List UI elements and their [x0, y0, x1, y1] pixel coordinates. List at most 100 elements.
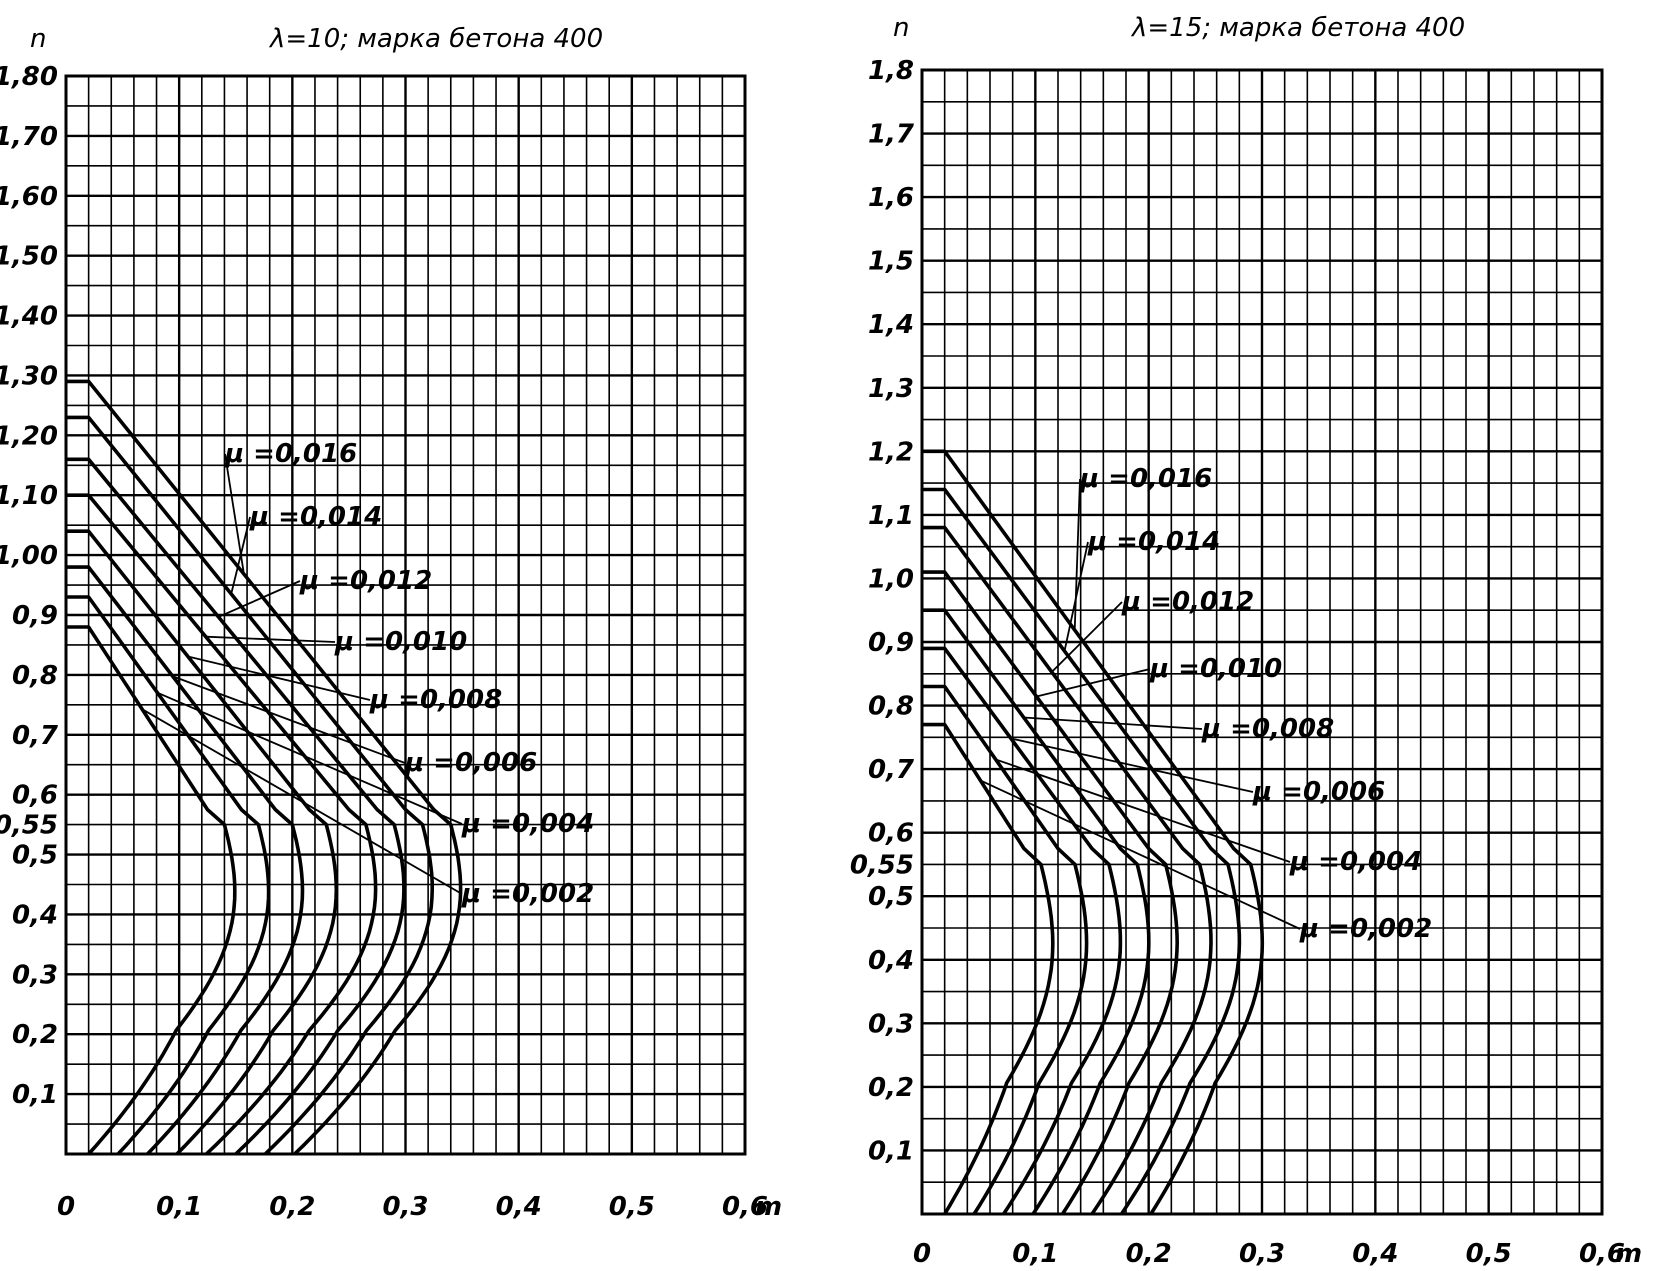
series-line: [922, 449, 1265, 1215]
y-tick-label: 0,6: [868, 819, 914, 849]
series-label: μ =0,014: [249, 502, 382, 532]
series-line: [922, 608, 1151, 1215]
series-label: μ =0,006: [404, 748, 537, 778]
y-tick-label: 0,4: [868, 946, 914, 976]
x-tick-label: 0,5: [609, 1192, 655, 1222]
series-label-leader: [218, 580, 301, 618]
x-tick-label: 0,6: [1579, 1239, 1625, 1269]
x-tick-label: 0,1: [1012, 1239, 1058, 1269]
y-tick-label: 0,3: [868, 1009, 914, 1039]
y-tick-label: 0,5: [12, 841, 58, 871]
series-label: μ =0,006: [1252, 777, 1385, 807]
x-tick-label: 0,1: [156, 1192, 202, 1222]
y-tick-label: 1,30: [0, 361, 58, 391]
y-tick-label: 0,8: [868, 692, 914, 722]
series-line: [922, 525, 1213, 1215]
series-line: [66, 625, 237, 1156]
chart-title: λ=10; марка бетона 400: [268, 24, 603, 54]
x-tick-label: 0,3: [382, 1192, 428, 1222]
y-tick-label: 0,2: [12, 1020, 58, 1050]
x-tick-label: 0: [913, 1239, 931, 1269]
y-tick-label: 0,9: [12, 601, 58, 631]
y-tick-label: 1,0: [868, 564, 914, 594]
series-label: μ =0,014: [1087, 527, 1220, 557]
x-tick-label: 0,3: [1239, 1239, 1285, 1269]
y-tick-label: 0,1: [12, 1080, 58, 1110]
y-tick-label: 0,5: [868, 882, 914, 912]
y-tick-label: 1,3: [868, 374, 914, 404]
y-tick-label: 1,6: [868, 183, 914, 213]
x-tick-label: 0,4: [1352, 1239, 1398, 1269]
series-label: μ =0,002: [461, 879, 594, 909]
y-tick-label: 1,70: [0, 122, 58, 152]
y-tick-label: 1,8: [868, 56, 914, 86]
series-label-leader: [187, 655, 371, 701]
series-label-leader: [157, 691, 463, 825]
series-label: μ =0,002: [1299, 914, 1432, 944]
series-label: μ =0,012: [299, 566, 432, 596]
x-axis-label: m: [755, 1192, 782, 1222]
series-label: μ =0,008: [369, 685, 502, 715]
y-tick-label: 0,6: [12, 781, 58, 811]
grid: [920, 68, 1604, 1216]
series-label-leader: [1010, 737, 1254, 793]
series-label: μ =0,016: [1079, 464, 1212, 494]
series-line: [66, 379, 463, 1156]
plot-frame: [64, 74, 747, 1156]
series-label-leader: [979, 779, 1301, 930]
y-tick-label: 0,8: [12, 661, 58, 691]
y-tick-label: 0,9: [868, 628, 914, 658]
y-axis-label: n: [893, 13, 909, 43]
y-tick-label: 1,50: [0, 242, 58, 272]
series-label: μ =0,010: [1149, 654, 1282, 684]
y-tick-label: 0,7: [868, 755, 915, 785]
y-tick-label: 0,55: [0, 811, 58, 841]
series-line: [66, 493, 378, 1156]
y-tick-label: 1,7: [868, 120, 915, 150]
y-tick-label: 0,1: [868, 1136, 914, 1166]
y-tick-label: 1,40: [0, 302, 58, 332]
series-label-leader: [141, 708, 463, 895]
series-label-leader: [172, 675, 406, 764]
x-tick-label: 0,5: [1466, 1239, 1512, 1269]
series-label-leader: [1073, 478, 1081, 631]
y-tick-label: 0,4: [12, 900, 58, 930]
series-label-leader: [1036, 668, 1151, 698]
series-label-leader: [1051, 601, 1123, 673]
y-tick-label: 0,55: [850, 850, 914, 880]
series-label: μ =0,012: [1121, 587, 1254, 617]
chart-title: λ=15; марка бетона 400: [1130, 13, 1465, 43]
y-tick-label: 1,2: [868, 437, 914, 467]
y-tick-label: 1,20: [0, 421, 58, 451]
y-tick-label: 1,10: [0, 481, 58, 511]
series-line: [922, 684, 1089, 1215]
y-tick-label: 0,2: [868, 1073, 914, 1103]
series-label: μ =0,008: [1201, 714, 1334, 744]
series-label-leader: [1063, 541, 1089, 652]
y-tick-label: 1,00: [0, 541, 58, 571]
series-line: [66, 565, 305, 1156]
series-label-leader: [230, 516, 251, 595]
series-line: [66, 529, 339, 1156]
y-axis-label: n: [30, 24, 46, 54]
series-label: μ =0,010: [334, 627, 467, 657]
y-tick-label: 1,80: [0, 62, 58, 92]
series-line: [922, 487, 1242, 1215]
x-axis-label: m: [1615, 1239, 1642, 1269]
series-line: [922, 646, 1123, 1215]
y-tick-label: 1,1: [868, 501, 914, 531]
y-tick-label: 1,60: [0, 182, 58, 212]
x-tick-label: 0,2: [1126, 1239, 1172, 1269]
series-label: μ =0,004: [461, 809, 594, 839]
series-line: [66, 415, 434, 1156]
grid: [64, 74, 747, 1156]
series-line: [922, 722, 1055, 1215]
series-line: [66, 595, 271, 1156]
y-tick-label: 0,3: [12, 960, 58, 990]
series-label-leader: [205, 635, 336, 643]
chart-lambda-15: λ=15; марка бетона 400 n 1,8 1,7 1,6 1,5 1,4 1,…: [850, 13, 1642, 1269]
plot-frame: [920, 68, 1604, 1216]
y-tick-label: 0,7: [12, 721, 59, 751]
x-tick-label: 0,4: [496, 1192, 542, 1222]
